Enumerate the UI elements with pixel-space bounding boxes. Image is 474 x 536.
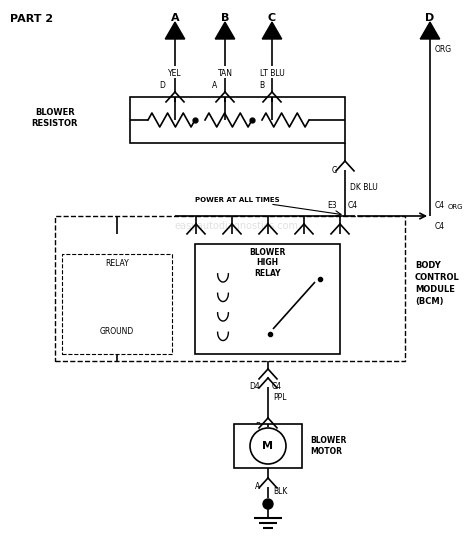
Text: RELAY: RELAY — [105, 259, 129, 268]
Text: C: C — [332, 166, 337, 175]
Text: D4: D4 — [249, 382, 260, 391]
Text: BLOWER
HIGH
RELAY: BLOWER HIGH RELAY — [249, 248, 286, 278]
Circle shape — [250, 428, 286, 464]
Text: BODY
CONTROL
MODULE
(BCM): BODY CONTROL MODULE (BCM) — [415, 262, 460, 306]
Text: TAN: TAN — [218, 69, 233, 78]
Text: GROUND: GROUND — [100, 327, 134, 337]
Text: BLOWER
RESISTOR: BLOWER RESISTOR — [32, 108, 78, 128]
Circle shape — [263, 499, 273, 509]
Text: B: B — [255, 422, 260, 431]
Text: YEL: YEL — [168, 69, 182, 78]
Text: ORG: ORG — [435, 44, 452, 54]
Text: PPL: PPL — [273, 393, 286, 403]
Text: easyautodiagnostics.com: easyautodiagnostics.com — [175, 221, 299, 231]
Text: D: D — [425, 13, 435, 23]
Text: BLK: BLK — [273, 488, 287, 496]
Polygon shape — [262, 22, 282, 39]
Text: E3: E3 — [328, 201, 337, 210]
Text: D: D — [159, 81, 165, 91]
Text: A: A — [255, 482, 260, 491]
Bar — [195, 244, 340, 354]
Polygon shape — [420, 22, 440, 39]
Text: M: M — [263, 441, 273, 451]
Text: DK BLU: DK BLU — [350, 183, 378, 192]
Text: C4: C4 — [348, 201, 358, 210]
Bar — [234, 424, 302, 468]
Bar — [130, 97, 345, 143]
Text: B: B — [259, 81, 264, 91]
Text: LT BLU: LT BLU — [260, 69, 284, 78]
Polygon shape — [165, 22, 185, 39]
Text: C4: C4 — [272, 382, 282, 391]
Text: C4: C4 — [435, 222, 445, 231]
Text: BLOWER
MOTOR: BLOWER MOTOR — [310, 436, 346, 456]
Text: B: B — [221, 13, 229, 23]
Text: A: A — [212, 81, 217, 91]
Polygon shape — [215, 22, 235, 39]
Text: C4: C4 — [435, 201, 445, 210]
Text: C: C — [268, 13, 276, 23]
Bar — [55, 216, 405, 361]
Text: PART 2: PART 2 — [10, 14, 53, 24]
Text: ORG: ORG — [448, 204, 464, 210]
Text: A: A — [171, 13, 179, 23]
Bar — [62, 254, 172, 354]
Text: POWER AT ALL TIMES: POWER AT ALL TIMES — [195, 197, 280, 203]
